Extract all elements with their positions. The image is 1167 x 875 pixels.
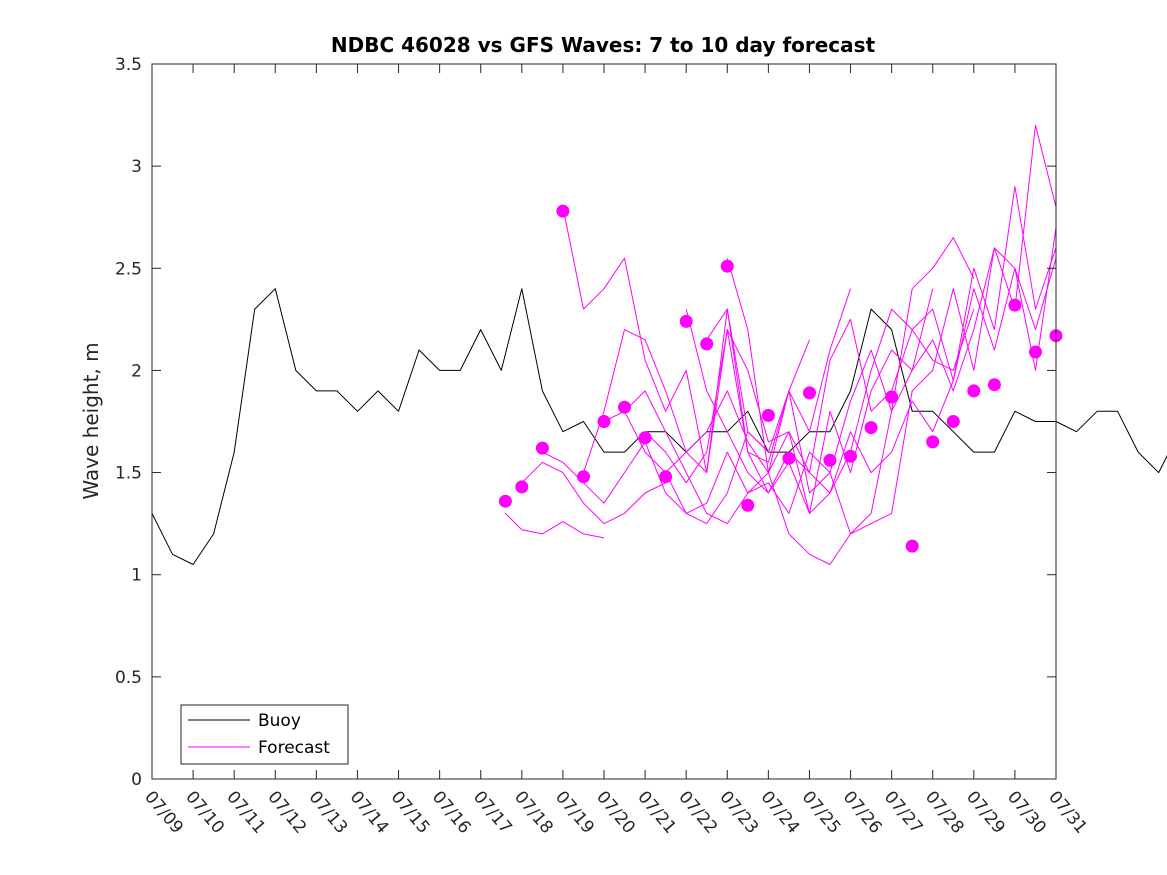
x-tick-label: 07/26 <box>839 787 886 837</box>
x-tick-label: 07/20 <box>592 787 639 837</box>
forecast-series-line <box>685 227 1057 494</box>
y-tick-label: 0 <box>131 770 142 790</box>
forecast-marker <box>803 386 816 400</box>
forecast-marker <box>741 498 755 512</box>
x-tick-label: 07/30 <box>1003 787 1050 837</box>
y-tick-label: 1 <box>131 566 142 586</box>
y-tick-label: 3 <box>131 157 142 177</box>
y-tick-label: 2.5 <box>115 259 142 279</box>
forecast-marker <box>618 400 631 414</box>
forecast-marker <box>885 390 899 404</box>
forecast-marker <box>926 435 940 449</box>
marker-layer <box>498 204 1063 553</box>
forecast-series-line <box>505 513 605 539</box>
forecast-marker <box>967 384 981 398</box>
forecast-marker <box>720 259 734 273</box>
legend-label-buoy: Buoy <box>258 711 301 731</box>
buoy-series-line <box>151 288 1167 565</box>
forecast-marker <box>556 204 570 218</box>
legend-box <box>180 704 349 765</box>
x-tick-label: 07/17 <box>469 787 516 837</box>
x-tick-label: 07/21 <box>633 787 680 837</box>
forecast-marker <box>515 480 529 494</box>
forecast-marker <box>577 470 590 484</box>
forecast-marker <box>946 415 960 428</box>
y-tick-label: 1.5 <box>115 464 142 484</box>
forecast-marker <box>700 337 714 351</box>
x-tick-label: 07/23 <box>715 787 762 837</box>
x-tick-label: 07/12 <box>263 787 310 837</box>
y-tick-label: 2 <box>131 361 142 381</box>
forecast-marker <box>1029 345 1042 359</box>
x-tick-label: 07/13 <box>305 787 352 837</box>
x-tick-label: 07/10 <box>181 787 228 837</box>
x-tick-label: 07/22 <box>674 787 721 837</box>
forecast-marker <box>679 314 693 328</box>
x-tick-label: 07/27 <box>880 787 927 837</box>
forecast-series-line <box>726 124 1057 565</box>
forecast-series-line <box>706 186 1057 514</box>
chart-title: NDBC 46028 vs GFS Waves: 7 to 10 day for… <box>331 33 876 57</box>
y-tick-label: 0.5 <box>115 668 142 688</box>
x-tick-label: 07/14 <box>346 787 393 837</box>
x-tick-label: 07/31 <box>1044 787 1091 837</box>
y-axis-label: Wave height, m <box>79 342 103 499</box>
forecast-marker <box>659 470 673 484</box>
x-tick-label: 07/15 <box>387 787 434 837</box>
y-axis: 0 0.5 1 1.5 2 2.5 3 3.5 <box>115 55 1056 790</box>
series-layer <box>151 124 1167 565</box>
forecast-marker <box>782 451 796 465</box>
x-tick-label: 07/24 <box>757 787 804 837</box>
forecast-series-line <box>665 247 1057 494</box>
forecast-marker <box>844 449 857 463</box>
x-tick-label: 07/11 <box>222 787 269 837</box>
forecast-series-line <box>624 237 975 535</box>
y-tick-label: 3.5 <box>115 55 142 75</box>
forecast-marker <box>638 431 652 445</box>
forecast-marker <box>761 408 775 422</box>
forecast-marker <box>864 421 878 435</box>
forecast-marker <box>1008 298 1022 312</box>
x-tick-label: 07/18 <box>510 787 557 837</box>
forecast-series-line <box>521 461 666 525</box>
x-tick-label: 07/25 <box>798 787 845 837</box>
x-tick-label: 07/29 <box>962 787 1009 837</box>
forecast-marker <box>597 415 611 428</box>
forecast-series-line <box>583 288 851 474</box>
x-tick-label: 07/09 <box>140 787 187 837</box>
forecast-marker <box>823 453 837 467</box>
legend-label-forecast: Forecast <box>258 738 330 758</box>
forecast-marker <box>905 539 919 553</box>
forecast-marker <box>987 378 1001 392</box>
x-tick-label: 07/19 <box>551 787 598 837</box>
forecast-marker <box>498 494 512 508</box>
forecast-series-line <box>562 206 810 474</box>
forecast-marker <box>535 441 549 455</box>
x-tick-label: 07/28 <box>921 787 968 837</box>
legend: Buoy Forecast <box>180 704 349 765</box>
x-tick-label: 07/16 <box>428 787 475 837</box>
